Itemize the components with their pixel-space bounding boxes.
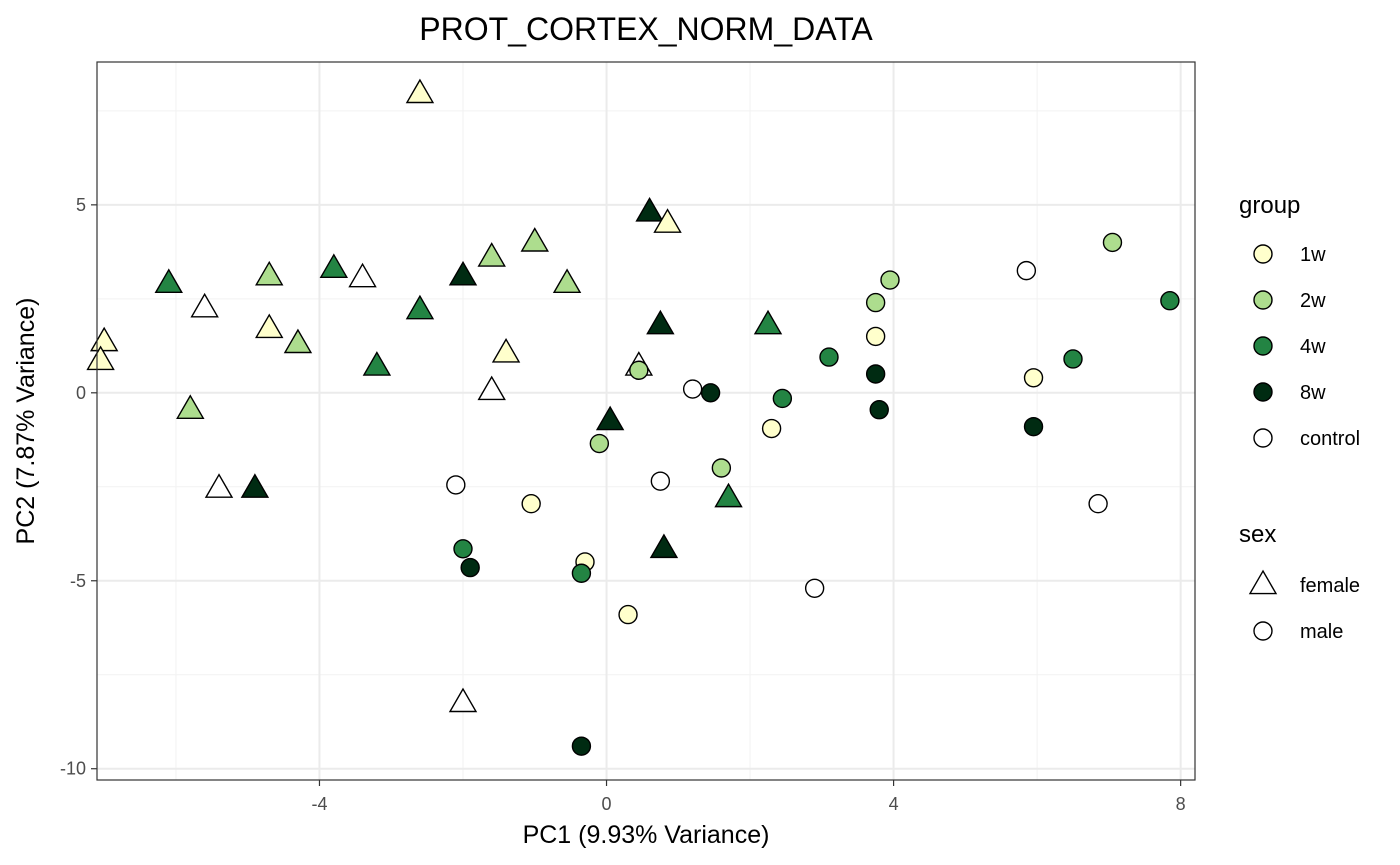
point-female-control — [448, 687, 478, 713]
point-female-control — [348, 262, 377, 288]
legend-group: group 1w 2w 4w 8w control — [1239, 192, 1360, 450]
x-tick-label: 8 — [1176, 794, 1186, 814]
point-male-8w — [865, 364, 886, 384]
point-female-2w — [283, 328, 313, 354]
point-female-1w — [255, 313, 284, 339]
legend-group-key-2w — [1253, 290, 1273, 310]
legend-group-key-control — [1253, 428, 1273, 448]
point-male-2w — [629, 360, 649, 380]
point-male-4w — [819, 347, 839, 367]
legend-sex-title: sex — [1239, 521, 1276, 548]
point-male-control — [650, 471, 671, 491]
point-male-control — [1088, 494, 1108, 514]
point-male-4w — [1063, 349, 1083, 369]
point-male-control — [804, 578, 825, 598]
point-female-control — [477, 375, 506, 401]
legend-group-label-control: control — [1300, 428, 1360, 450]
legend-group-label-2w: 2w — [1300, 290, 1326, 312]
point-female-4w — [753, 309, 783, 335]
legend-group-key-1w — [1253, 244, 1273, 264]
point-female-8w — [595, 405, 625, 431]
y-tick-label: 0 — [76, 383, 86, 403]
point-male-2w — [589, 433, 610, 454]
point-female-2w — [520, 227, 549, 252]
point-male-1w — [761, 418, 782, 439]
point-female-8w — [649, 533, 679, 559]
point-female-2w — [477, 242, 506, 267]
point-female-8w — [448, 260, 478, 286]
point-female-1w — [653, 208, 682, 233]
point-female-4w — [319, 253, 349, 279]
panel-border — [96, 61, 1196, 781]
point-male-4w — [453, 539, 473, 559]
point-male-2w — [1102, 232, 1123, 253]
point-male-8w — [700, 383, 721, 403]
point-female-1w — [89, 326, 119, 352]
legend-sex-label-female: female — [1300, 575, 1360, 597]
legend-group-key-4w — [1253, 336, 1273, 356]
point-female-8w — [646, 309, 675, 335]
point-female-1w — [491, 337, 521, 363]
point-male-4w — [772, 388, 793, 409]
point-female-4w — [714, 482, 743, 508]
chart-title: PROT_CORTEX_NORM_DATA — [419, 11, 873, 47]
legend-group-label-8w: 8w — [1300, 382, 1326, 404]
point-male-8w — [869, 400, 889, 420]
y-axis-ticks: -10 -5 0 5 — [60, 195, 97, 779]
legend-group-key-8w — [1253, 382, 1273, 402]
point-female-2w — [255, 260, 284, 286]
point-male-1w — [1023, 368, 1044, 388]
point-male-1w — [865, 326, 886, 347]
point-female-4w — [362, 351, 392, 376]
legend-sex: sex female male — [1239, 521, 1360, 643]
y-tick-label: -5 — [70, 571, 86, 591]
point-male-8w — [571, 736, 592, 756]
legend-sex-key-male — [1253, 621, 1273, 641]
grid-minor — [97, 62, 1195, 780]
legend-group-label-4w: 4w — [1300, 336, 1326, 358]
data-points — [86, 78, 1180, 756]
legend-group-label-1w: 1w — [1300, 244, 1326, 266]
point-female-8w — [240, 473, 270, 498]
point-male-1w — [521, 494, 541, 514]
point-female-4w — [405, 294, 435, 320]
x-axis-ticks: -4 0 4 8 — [311, 780, 1186, 814]
plot-panel — [86, 61, 1196, 781]
legend-sex-label-male: male — [1300, 621, 1343, 643]
panel-background — [97, 62, 1195, 780]
point-male-8w — [460, 557, 480, 578]
point-male-control — [1016, 260, 1037, 281]
point-female-control — [204, 473, 234, 498]
x-tick-label: 4 — [889, 794, 899, 814]
point-male-2w — [865, 292, 886, 313]
x-axis-label: PC1 (9.93% Variance) — [523, 821, 770, 849]
point-male-4w — [571, 563, 592, 583]
point-female-1w — [86, 345, 115, 371]
point-male-4w — [1160, 291, 1180, 311]
y-tick-label: -10 — [60, 759, 86, 779]
point-male-control — [446, 475, 466, 495]
x-tick-label: 0 — [602, 794, 612, 814]
legend-sex-key-female — [1248, 569, 1278, 595]
point-male-2w — [880, 270, 900, 290]
x-tick-label: -4 — [311, 794, 327, 814]
point-female-4w — [154, 268, 183, 294]
point-male-8w — [1023, 416, 1044, 437]
point-female-1w — [405, 78, 435, 104]
y-axis-label: PC2 (7.87% Variance) — [12, 298, 40, 545]
point-male-1w — [618, 604, 638, 625]
point-female-control — [190, 292, 219, 318]
legend-group-title: group — [1239, 192, 1300, 219]
point-male-control — [682, 379, 703, 399]
point-female-2w — [552, 268, 582, 294]
point-female-2w — [176, 394, 205, 419]
point-male-2w — [711, 458, 732, 478]
y-tick-label: 5 — [76, 195, 86, 215]
point-female-8w — [635, 197, 664, 222]
